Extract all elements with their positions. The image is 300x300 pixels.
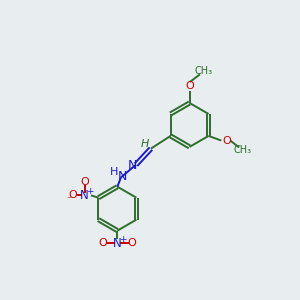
Text: N: N xyxy=(80,189,89,202)
Text: O: O xyxy=(68,190,77,200)
Text: O: O xyxy=(222,136,231,146)
Text: ⁻: ⁻ xyxy=(100,243,106,253)
Text: ⁻: ⁻ xyxy=(67,195,72,205)
Text: N: N xyxy=(113,237,122,250)
Text: O: O xyxy=(99,238,107,248)
Text: N: N xyxy=(128,159,137,172)
Text: ⁻: ⁻ xyxy=(129,243,134,253)
Text: CH₃: CH₃ xyxy=(233,145,252,155)
Text: H: H xyxy=(140,139,148,148)
Text: CH₃: CH₃ xyxy=(194,66,212,76)
Text: +: + xyxy=(86,188,93,196)
Text: O: O xyxy=(128,238,136,248)
Text: N: N xyxy=(118,170,128,183)
Text: O: O xyxy=(80,176,89,187)
Text: H: H xyxy=(110,167,118,177)
Text: +: + xyxy=(119,236,126,244)
Text: O: O xyxy=(185,81,194,92)
